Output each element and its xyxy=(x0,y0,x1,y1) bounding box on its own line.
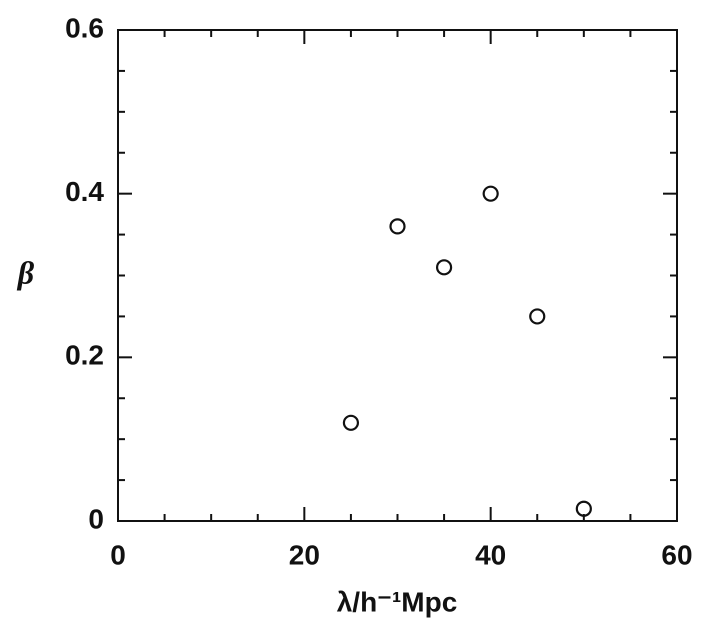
x-tick-label: 60 xyxy=(661,539,692,570)
y-tick-label: 0.4 xyxy=(65,176,104,207)
plot-frame xyxy=(117,29,678,522)
x-axis-label: λ/h⁻¹Mpc xyxy=(337,586,458,617)
data-point xyxy=(342,414,360,431)
y-axis-label: β xyxy=(17,254,35,290)
data-point xyxy=(575,500,592,517)
data-point xyxy=(529,308,546,325)
x-tick-label: 0 xyxy=(110,539,126,570)
data-point xyxy=(389,218,406,235)
x-tick-label: 20 xyxy=(289,539,320,570)
x-tick-label: 40 xyxy=(475,539,506,570)
data-point xyxy=(482,185,499,202)
y-tick-label: 0.2 xyxy=(65,340,104,371)
data-point xyxy=(435,259,453,276)
y-tick-label: 0.6 xyxy=(65,12,104,43)
y-tick-label: 0 xyxy=(88,503,104,534)
